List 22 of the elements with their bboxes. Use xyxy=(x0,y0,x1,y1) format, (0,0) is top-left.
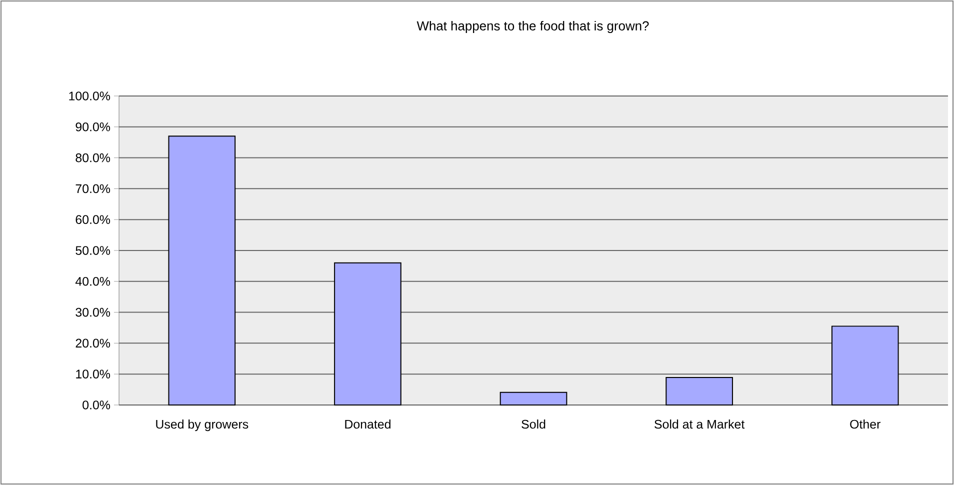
bar xyxy=(334,262,402,406)
bar xyxy=(168,136,236,406)
y-tick-label: 50.0% xyxy=(76,246,110,255)
y-tick-label: 0.0% xyxy=(82,400,110,410)
y-tick-label: 60.0% xyxy=(76,215,110,224)
bar xyxy=(500,392,568,406)
x-tick-label: Sold xyxy=(522,420,546,429)
y-tick-label: 100.0% xyxy=(69,92,110,100)
y-tick-label: 40.0% xyxy=(75,276,110,286)
y-tick-label: 20.0% xyxy=(76,338,110,348)
x-tick-label: Donated xyxy=(345,420,390,429)
y-tick-label: 30.0% xyxy=(76,308,110,317)
y-tick-label: 80.0% xyxy=(76,153,110,162)
bar xyxy=(831,326,899,406)
x-tick-label: Used by growers xyxy=(156,420,248,432)
y-tick-label: 90.0% xyxy=(76,122,110,132)
chart-title: What happens to the food that is grown? xyxy=(416,20,649,34)
x-tick-label: Other xyxy=(850,420,880,429)
x-tick-label: Sold at a Market xyxy=(654,420,745,429)
y-tick-label: 10.0% xyxy=(76,370,110,378)
y-tick-label: 70.0% xyxy=(76,184,110,194)
bar xyxy=(666,376,733,406)
